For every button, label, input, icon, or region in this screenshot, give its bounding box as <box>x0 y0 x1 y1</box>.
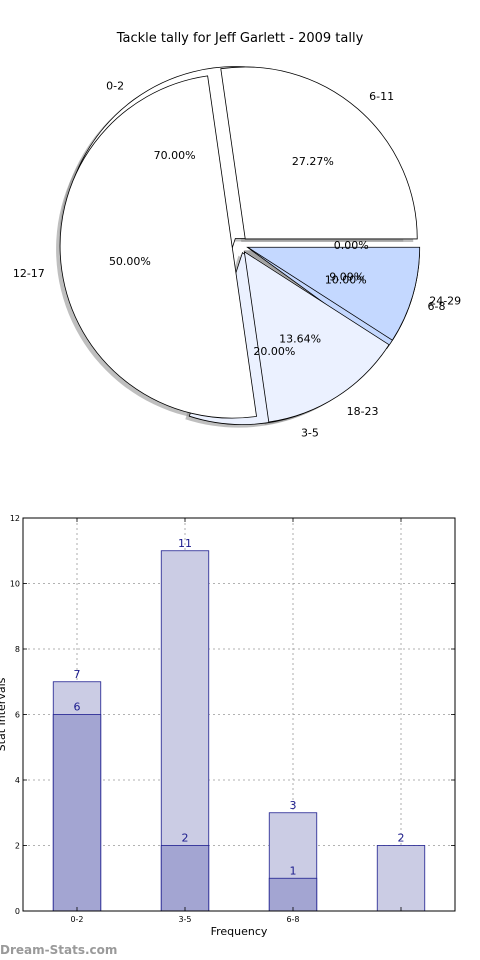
pie-chart-title: Tackle tally for Jeff Garlett - 2009 tal… <box>116 31 364 46</box>
bar-3-5 <box>160 845 210 912</box>
pie-label: 0-2 <box>106 79 124 92</box>
bar-value-label: 2 <box>182 832 189 845</box>
pie-label: 6-8 <box>428 300 446 313</box>
bar-value-label: 2 <box>398 832 405 845</box>
bar-value-label: 7 <box>74 668 81 681</box>
bar-6-8 <box>268 877 318 912</box>
x-tick-label: 0-2 <box>70 915 83 924</box>
watermark: Dream-Stats.com <box>0 943 118 957</box>
pie-label: 6-11 <box>369 90 394 103</box>
x-tick-label: 3-5 <box>178 915 191 924</box>
bar-value-label: 3 <box>290 799 297 812</box>
pie-label: 3-5 <box>301 427 319 440</box>
pie-label: 12-17 <box>13 267 45 280</box>
pie-percent-label: 20.00% <box>253 345 295 358</box>
y-axis-label: Stat Intervals <box>0 677 8 751</box>
y-tick-label: 2 <box>15 842 20 851</box>
pie-percent-label: 50.00% <box>109 255 151 268</box>
pie-percent-label: 0.00% <box>334 239 369 252</box>
pie-percent-label: 10.00% <box>325 273 367 286</box>
y-tick-label: 8 <box>15 645 20 654</box>
pie-percent-label: 27.27% <box>292 155 334 168</box>
pie-chart: 0-2 70.00% 3-5 20.00% 6-8 10.00% 0.00% 6-11 27.2… <box>13 66 461 440</box>
pie-slice-6-11 <box>220 66 418 240</box>
bar-0-2 <box>52 714 102 912</box>
pie-percent-label: 9.09% <box>329 270 364 283</box>
pie-percent-label: 13.64% <box>279 333 321 346</box>
x-tick-label: 6-8 <box>286 915 299 924</box>
pie-slice-12-17 <box>59 75 257 419</box>
bar-value-label: 1 <box>290 864 297 877</box>
y-tick-label: 10 <box>10 580 20 589</box>
pie-slice-18-23 <box>243 250 390 423</box>
pie-label: 18-23 <box>347 405 379 418</box>
bar-value-label: 6 <box>74 701 81 714</box>
y-tick-label: 6 <box>15 711 20 720</box>
pie-slice-24-29 <box>246 246 421 341</box>
y-tick-label: 0 <box>15 907 20 916</box>
x-axis-label: Frequency <box>211 925 268 938</box>
y-tick-label: 12 <box>10 514 20 523</box>
pie-percent-label: 70.00% <box>154 149 196 162</box>
bar-unlabeled <box>376 845 426 912</box>
bar-value-label: 11 <box>178 537 192 550</box>
pie-label: 24-29 <box>429 295 461 308</box>
y-tick-label: 4 <box>15 776 20 785</box>
